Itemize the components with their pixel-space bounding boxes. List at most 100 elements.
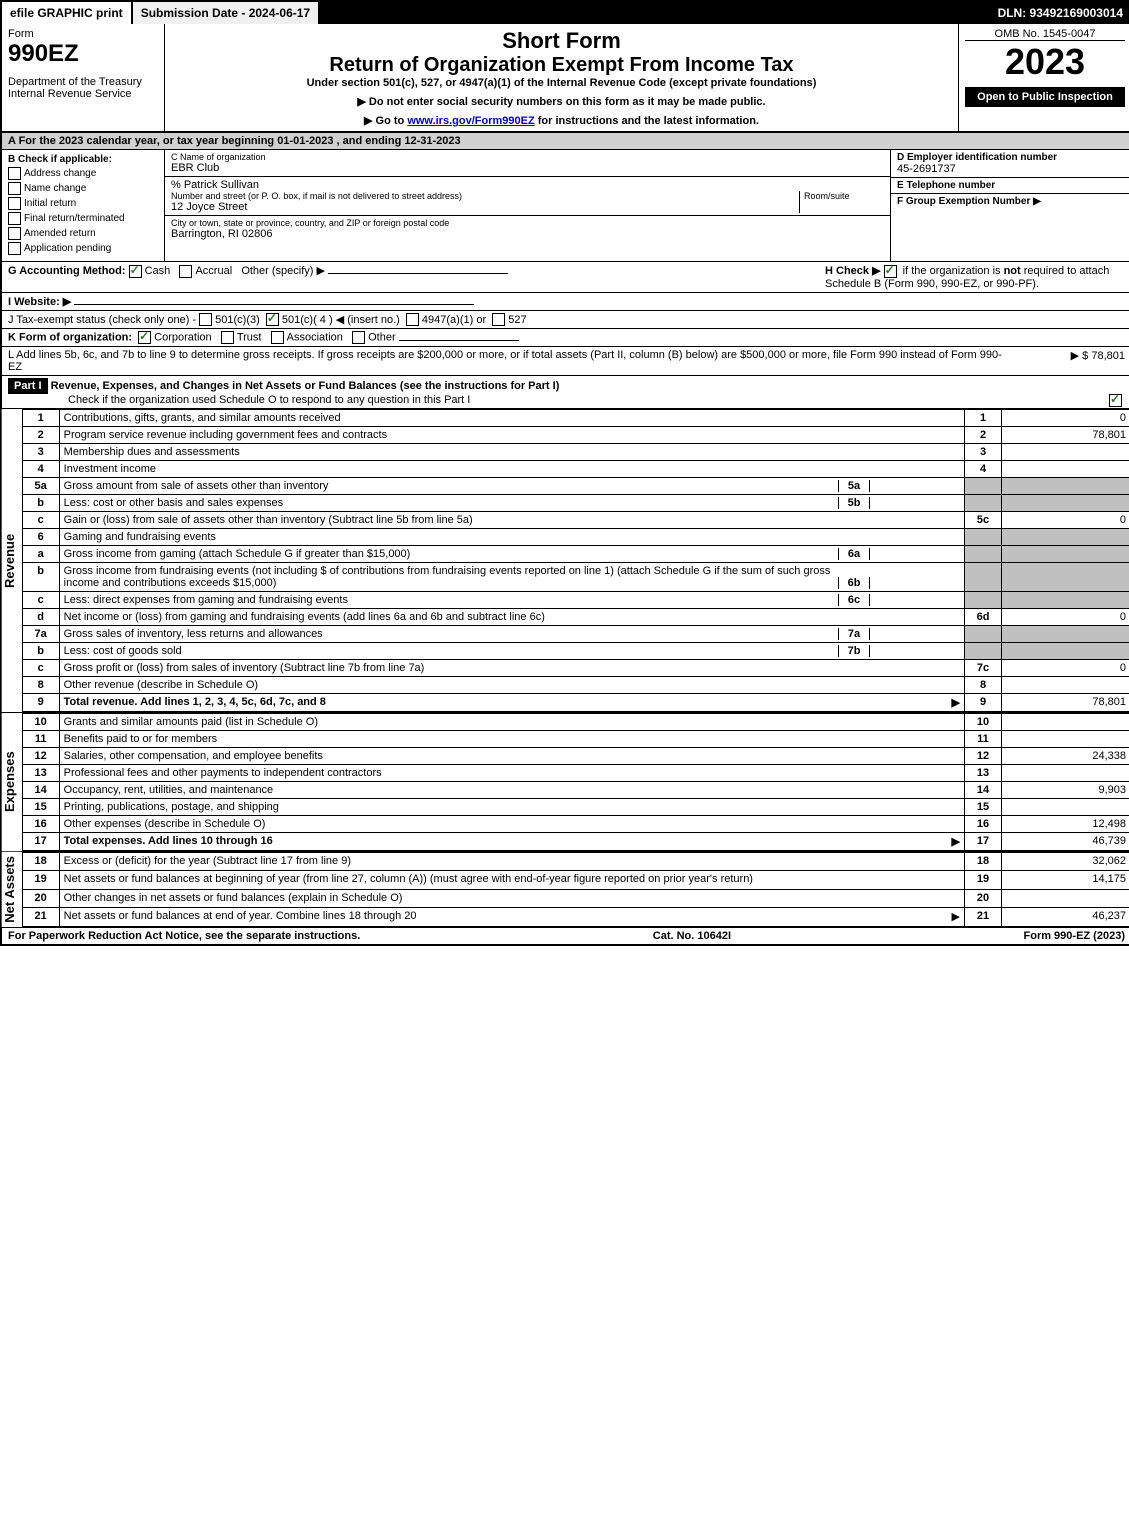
checkbox-cash[interactable] [129,265,142,278]
opt-name-change: Name change [24,183,86,194]
line-label: Total revenue. Add lines 1, 2, 3, 4, 5c,… [59,694,964,712]
opt-527: 527 [508,314,526,326]
table-row: 3Membership dues and assessments3 [22,444,1129,461]
right-line-number [965,592,1002,609]
dln-label: DLN: 93492169003014 [990,2,1129,24]
line-label: Contributions, gifts, grants, and simila… [59,410,964,427]
checkbox-501c3[interactable] [199,313,212,326]
line-number: 9 [22,694,59,712]
right-line-number: 15 [965,799,1002,816]
right-line-value [1002,444,1129,461]
right-line-number: 21 [965,907,1002,926]
right-line-value [1002,495,1129,512]
table-row: aGross income from gaming (attach Schedu… [22,546,1129,563]
line-number: c [22,660,59,677]
table-row: bGross income from fundraising events (n… [22,563,1129,592]
checkbox-initial-return[interactable] [8,197,21,210]
irs-label: Internal Revenue Service [8,88,158,100]
checkbox-other-org[interactable] [352,331,365,344]
table-row: 10Grants and similar amounts paid (list … [22,714,1129,731]
line-label: Grants and similar amounts paid (list in… [59,714,964,731]
checkbox-527[interactable] [492,313,505,326]
opt-4947: 4947(a)(1) or [422,314,486,326]
expenses-section: Expenses 10Grants and similar amounts pa… [2,713,1129,852]
right-line-number: 5c [965,512,1002,529]
line-label: Gross income from fundraising events (no… [59,563,964,592]
right-line-number: 10 [965,714,1002,731]
line-l-amount: ▶ $ 78,801 [1005,349,1125,373]
ein-value: 45-2691737 [897,163,1125,175]
opt-other-specify: Other (specify) ▶ [241,265,325,277]
line-number: c [22,592,59,609]
expenses-table: 10Grants and similar amounts paid (list … [22,713,1129,851]
right-line-value: 78,801 [1002,427,1129,444]
checkbox-schedule-b-not-required[interactable] [884,265,897,278]
revenue-vertical-label: Revenue [2,409,22,712]
right-line-number: 19 [965,871,1002,889]
table-row: 16Other expenses (describe in Schedule O… [22,816,1129,833]
table-row: 12Salaries, other compensation, and empl… [22,748,1129,765]
line-l-text: L Add lines 5b, 6c, and 7b to line 9 to … [8,349,1005,373]
care-of: % Patrick Sullivan [171,179,884,191]
checkbox-accrual[interactable] [179,265,192,278]
opt-amended-return: Amended return [24,228,96,239]
right-line-value [1002,563,1129,592]
line-j: J Tax-exempt status (check only one) - 5… [2,311,1129,330]
table-row: 18Excess or (deficit) for the year (Subt… [22,853,1129,871]
sub-line-number: 6a [838,548,870,560]
table-row: 14Occupancy, rent, utilities, and mainte… [22,782,1129,799]
table-row: 4Investment income4 [22,461,1129,478]
net-assets-vertical-label: Net Assets [2,852,22,927]
checkbox-address-change[interactable] [8,167,21,180]
line-number: c [22,512,59,529]
org-name-label: C Name of organization [171,152,884,162]
line-number: 10 [22,714,59,731]
checkbox-application-pending[interactable] [8,242,21,255]
open-to-public: Open to Public Inspection [965,87,1125,107]
right-line-number [965,546,1002,563]
checkbox-association[interactable] [271,331,284,344]
right-line-number: 12 [965,748,1002,765]
tax-year: 2023 [965,41,1125,83]
checkbox-final-return[interactable] [8,212,21,225]
checkbox-501c[interactable] [266,313,279,326]
phone-label: E Telephone number [897,180,1125,191]
checkbox-corporation[interactable] [138,331,151,344]
opt-trust: Trust [237,332,262,344]
street-value: 12 Joyce Street [171,201,799,213]
opt-accrual: Accrual [195,265,232,277]
right-line-number: 17 [965,833,1002,851]
line-label: Less: cost or other basis and sales expe… [59,495,964,512]
checkbox-name-change[interactable] [8,182,21,195]
line-number: b [22,563,59,592]
line-number: 13 [22,765,59,782]
omb-number: OMB No. 1545-0047 [965,28,1125,41]
line-number: 19 [22,871,59,889]
line-label: Gross income from gaming (attach Schedul… [59,546,964,563]
line-label: Other expenses (describe in Schedule O) [59,816,964,833]
line-label: Total expenses. Add lines 10 through 16 … [59,833,964,851]
irs-link[interactable]: www.irs.gov/Form990EZ [407,115,534,127]
form-label: Form [8,28,158,40]
footer-right: Form 990-EZ (2023) [1024,930,1125,942]
line-g-h: G Accounting Method: Cash Accrual Other … [2,262,1129,293]
opt-address-change: Address change [24,168,96,179]
sub-line-number: 6b [838,577,870,589]
sub-line-number: 7b [838,645,870,657]
net-assets-table: 18Excess or (deficit) for the year (Subt… [22,852,1129,927]
checkbox-4947[interactable] [406,313,419,326]
line-number: 15 [22,799,59,816]
right-line-number: 11 [965,731,1002,748]
right-line-number [965,563,1002,592]
sub-line-number: 5a [838,480,870,492]
line-number: a [22,546,59,563]
street-label: Number and street (or P. O. box, if mail… [171,191,799,201]
opt-final-return: Final return/terminated [24,213,125,224]
right-line-value: 46,237 [1002,907,1129,926]
line-label: Gain or (loss) from sale of assets other… [59,512,964,529]
checkbox-schedule-o-used[interactable] [1109,394,1122,407]
checkbox-trust[interactable] [221,331,234,344]
page-footer: For Paperwork Reduction Act Notice, see … [2,928,1129,944]
checkbox-amended-return[interactable] [8,227,21,240]
line-label: Other changes in net assets or fund bala… [59,889,964,907]
